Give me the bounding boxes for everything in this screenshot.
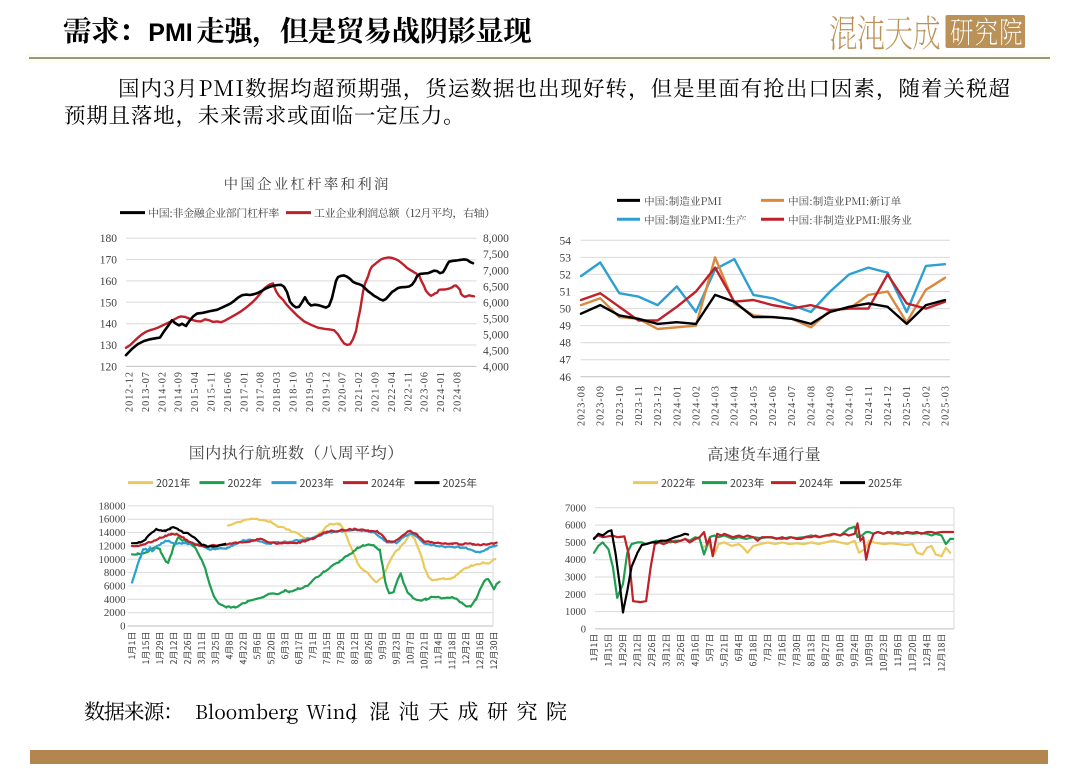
svg-text:53: 53 xyxy=(560,252,572,264)
svg-text:4000: 4000 xyxy=(104,594,126,606)
svg-text:14000: 14000 xyxy=(99,527,126,539)
svg-text:47: 47 xyxy=(560,355,572,367)
svg-text:2024-03: 2024-03 xyxy=(711,385,722,426)
svg-text:2015-11: 2015-11 xyxy=(207,371,218,412)
svg-text:2024-08: 2024-08 xyxy=(453,371,464,412)
svg-text:2012-12: 2012-12 xyxy=(125,371,136,412)
svg-text:2024-01: 2024-01 xyxy=(672,385,683,426)
svg-text:2021-02: 2021-02 xyxy=(354,371,365,412)
svg-text:7,500: 7,500 xyxy=(483,249,509,261)
svg-text:2018-10: 2018-10 xyxy=(289,371,300,412)
svg-text:2024-05: 2024-05 xyxy=(749,385,760,426)
svg-text:2016-06: 2016-06 xyxy=(223,371,234,412)
svg-text:10000: 10000 xyxy=(99,554,126,566)
svg-text:2024-10: 2024-10 xyxy=(845,385,856,426)
svg-text:140: 140 xyxy=(100,319,118,331)
svg-text:16000: 16000 xyxy=(99,514,126,526)
svg-text:2023-08: 2023-08 xyxy=(577,385,588,426)
svg-text:12000: 12000 xyxy=(99,540,126,552)
svg-text:2014-09: 2014-09 xyxy=(174,371,185,412)
svg-text:48: 48 xyxy=(560,338,572,350)
svg-text:2024-08: 2024-08 xyxy=(806,385,817,426)
svg-text:2017-08: 2017-08 xyxy=(256,371,267,412)
svg-text:120: 120 xyxy=(100,361,118,373)
svg-text:2023-06: 2023-06 xyxy=(420,371,431,412)
svg-text:8000: 8000 xyxy=(104,567,126,579)
svg-text:2024-06: 2024-06 xyxy=(768,385,779,426)
svg-text:46: 46 xyxy=(560,372,572,384)
svg-text:6,000: 6,000 xyxy=(483,297,509,309)
svg-text:1000: 1000 xyxy=(565,607,586,618)
svg-text:160: 160 xyxy=(100,276,118,288)
svg-text:49: 49 xyxy=(560,321,572,333)
svg-text:2024-12: 2024-12 xyxy=(883,385,894,426)
svg-text:7,000: 7,000 xyxy=(483,265,509,277)
svg-text:2024-09: 2024-09 xyxy=(826,385,837,426)
svg-text:2022-04: 2022-04 xyxy=(387,371,398,412)
svg-text:2025-01: 2025-01 xyxy=(902,385,913,426)
svg-text:4,000: 4,000 xyxy=(483,361,509,373)
svg-text:6000: 6000 xyxy=(104,580,126,592)
svg-text:2025-02: 2025-02 xyxy=(921,385,932,426)
svg-text:4000: 4000 xyxy=(565,555,586,566)
svg-text:0: 0 xyxy=(581,624,586,635)
svg-text:50: 50 xyxy=(560,304,572,316)
svg-text:4,500: 4,500 xyxy=(483,345,509,357)
svg-text:2014-02: 2014-02 xyxy=(157,371,168,412)
svg-text:2025-03: 2025-03 xyxy=(941,385,952,426)
svg-text:2019-05: 2019-05 xyxy=(305,371,316,412)
svg-text:5,500: 5,500 xyxy=(483,313,509,325)
svg-text:2020-07: 2020-07 xyxy=(338,371,349,412)
svg-text:0: 0 xyxy=(120,621,125,633)
svg-text:18000: 18000 xyxy=(99,500,126,512)
svg-text:170: 170 xyxy=(100,255,118,267)
svg-text:2017-01: 2017-01 xyxy=(239,371,250,412)
svg-text:2024-01: 2024-01 xyxy=(436,371,447,412)
svg-text:2024-07: 2024-07 xyxy=(787,385,798,426)
svg-text:2023-10: 2023-10 xyxy=(615,385,626,426)
svg-text:54: 54 xyxy=(560,235,572,247)
svg-text:2023-09: 2023-09 xyxy=(596,385,607,426)
svg-text:2021-09: 2021-09 xyxy=(371,371,382,412)
svg-text:2015-04: 2015-04 xyxy=(190,371,201,412)
svg-text:52: 52 xyxy=(560,269,572,281)
svg-text:6000: 6000 xyxy=(565,521,586,532)
svg-text:51: 51 xyxy=(560,287,572,299)
svg-text:150: 150 xyxy=(100,297,118,309)
svg-text:2023-11: 2023-11 xyxy=(634,385,645,426)
svg-text:PMI: PMI xyxy=(148,19,192,47)
svg-text:2018-03: 2018-03 xyxy=(272,371,283,412)
svg-text:5,000: 5,000 xyxy=(483,329,509,341)
svg-text:180: 180 xyxy=(100,233,118,245)
svg-text:7000: 7000 xyxy=(565,503,586,514)
svg-text:2024-11: 2024-11 xyxy=(864,385,875,426)
svg-text:2019-12: 2019-12 xyxy=(321,371,332,412)
svg-text:2024-02: 2024-02 xyxy=(691,385,702,426)
svg-text:2022-11: 2022-11 xyxy=(403,371,414,412)
svg-text:130: 130 xyxy=(100,340,118,352)
svg-text:8,000: 8,000 xyxy=(483,233,509,245)
svg-text:2024-04: 2024-04 xyxy=(730,385,741,426)
svg-text:2000: 2000 xyxy=(104,607,126,619)
svg-text:6,500: 6,500 xyxy=(483,281,509,293)
svg-text:5000: 5000 xyxy=(565,538,586,549)
svg-text:2023-12: 2023-12 xyxy=(653,385,664,426)
svg-text:3000: 3000 xyxy=(565,573,586,584)
svg-text:2013-07: 2013-07 xyxy=(141,371,152,412)
svg-text:2000: 2000 xyxy=(565,590,586,601)
